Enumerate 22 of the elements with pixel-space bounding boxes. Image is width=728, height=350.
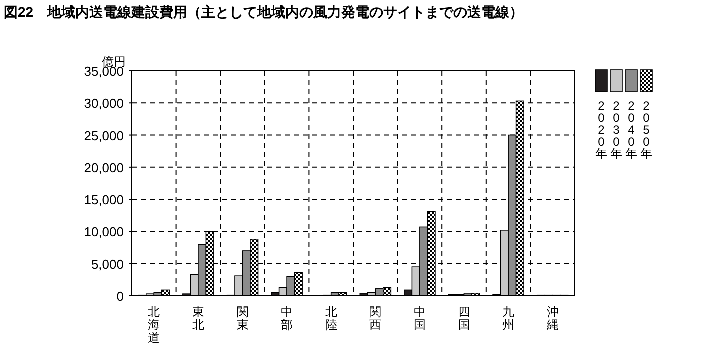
y-tick-label: 5,000 [91,256,124,272]
x-tick-label: 沖縄 [546,305,559,332]
chart-title: 図22 地域内送電線建設費用（主として地域内の風力発電のサイトまでの送電線） [4,4,524,20]
x-tick-label: 東北 [192,305,204,332]
legend-label: 2030年 [610,99,622,161]
y-tick-label: 30,000 [84,96,124,112]
y-tick-label: 20,000 [84,160,124,176]
y-tick-label: 0 [116,289,124,304]
x-tick-label: 中国 [414,305,426,332]
legend-label: 2040年 [626,99,638,161]
y-tick-label: 25,000 [84,128,124,144]
legend-label: 2020年 [596,99,608,161]
x-tick-label: 中部 [281,305,294,332]
x-tick-label: 北海道 [148,305,160,345]
y-tick-label: 10,000 [84,224,124,240]
x-tick-label: 関西 [370,305,382,332]
x-tick-label: 九州 [502,305,515,332]
x-tick-label: 関東 [236,305,249,332]
y-tick-label: 15,000 [84,192,124,208]
legend-label: 2050年 [640,99,652,161]
x-tick-label: 四国 [458,305,470,332]
x-tick-label: 北陸 [325,305,338,332]
